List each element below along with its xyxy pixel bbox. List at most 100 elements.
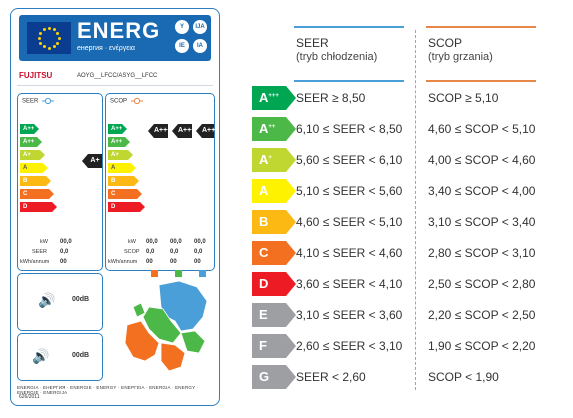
eu-star-icon — [42, 45, 46, 49]
eu-star-icon — [38, 41, 42, 45]
scop-range-cell: 2,50 ≤ SCOP < 2,80 — [428, 277, 536, 291]
energy-class-badge: G — [252, 365, 296, 389]
seer-panel: SEER A+++ A++ A+ A B C D A+ kW 00,0 SEER 0,0 k… — [17, 93, 103, 271]
scop-range-cell: 2,20 ≤ SCOP < 2,50 — [428, 308, 536, 322]
scop-title-text: SCOP — [110, 98, 127, 105]
energ-subtitle: енергия · ενέργεια — [77, 45, 135, 52]
speaker-icon: 🔊 — [32, 348, 50, 364]
energy-class-letter: E — [259, 307, 268, 322]
scop-row-label: kW — [128, 239, 136, 245]
scop-class-bar: B — [108, 176, 139, 186]
scop-range-cell: 1,90 ≤ SCOP < 2,20 — [428, 339, 536, 353]
energy-class-letter: G — [259, 369, 270, 384]
scop-class-bar: A+++ — [108, 124, 127, 134]
energy-class-letter: A — [259, 152, 269, 167]
eu-star-icon — [56, 41, 60, 45]
energy-class-letter: A — [259, 90, 269, 105]
indoor-sound-box: 🔊 00dB — [17, 273, 103, 331]
energy-class-badge: C — [252, 241, 296, 265]
seer-range-cell: 4,10 ≤ SEER < 4,60 — [296, 246, 403, 260]
scop-panel: SCOP A+++ A++ A+ A B C D A+++ A+++ A+++ kW 00,… — [105, 93, 219, 277]
eu-flag-icon — [27, 22, 71, 54]
eu-star-icon — [56, 31, 60, 35]
energy-class-letter: B — [259, 214, 269, 229]
seer-column-header: SEER (tryb chłodzenia) — [296, 36, 377, 64]
scop-range-cell: 3,10 ≤ SCOP < 3,40 — [428, 215, 536, 229]
scop-header-subtitle: (tryb grzania) — [428, 51, 493, 63]
seer-row-value: 00 — [60, 259, 67, 265]
energy-class-badge: E — [252, 303, 296, 327]
energy-class-plus: ++ — [268, 124, 276, 130]
seer-range-cell: SEER < 2,60 — [296, 370, 366, 384]
lang-badge: IJA — [193, 20, 207, 34]
seer-class-bar: B — [20, 176, 51, 186]
seer-range-cell: 2,60 ≤ SEER < 3,10 — [296, 339, 403, 353]
regulation-number: 626/2011 — [19, 394, 40, 400]
eu-star-icon — [47, 46, 51, 50]
scop-class-bar: A+ — [108, 150, 133, 160]
seer-header-title: SEER — [296, 36, 329, 50]
energy-class-badge: D — [252, 272, 296, 296]
energy-class-letter: D — [259, 276, 269, 291]
scop-range-cell: 2,80 ≤ SCOP < 3,10 — [428, 246, 536, 260]
seer-range-cell: 5,10 ≤ SEER < 5,60 — [296, 184, 403, 198]
energy-class-letter: C — [259, 245, 269, 260]
seer-class-bar: D — [20, 202, 57, 212]
seer-class-bar: A+ — [20, 150, 45, 160]
scop-header-rule — [426, 80, 536, 82]
scop-row-value: 00,0 — [170, 239, 182, 245]
energy-class-badge: A — [252, 179, 296, 203]
energy-class-plus: + — [268, 155, 272, 161]
brand-row: FUJITSU AOYG__LFCC/ASYG__LFCC — [17, 69, 213, 86]
lang-badge: IA — [193, 39, 207, 53]
energy-class-badge: A+++ — [252, 86, 296, 110]
seer-class-bar: A++ — [20, 137, 42, 147]
scop-row-value: 00 — [170, 259, 177, 265]
seer-range-cell: 6,10 ≤ SEER < 8,50 — [296, 122, 403, 136]
scop-column-header: SCOP (tryb grzania) — [428, 36, 493, 64]
scop-class-bar: D — [108, 202, 145, 212]
seer-title-text: SEER — [22, 98, 39, 105]
energy-class-letter: A — [259, 183, 269, 198]
lang-badge: Y — [175, 20, 189, 34]
scop-row-value: 0,0 — [194, 249, 203, 255]
seer-range-cell: 5,60 ≤ SEER < 6,10 — [296, 153, 403, 167]
energ-word: ENERG — [77, 18, 161, 43]
scop-range-cell: 4,60 ≤ SCOP < 5,10 — [428, 122, 536, 136]
energy-class-letter: A — [259, 121, 269, 136]
scop-header-title: SCOP — [428, 36, 463, 50]
scop-row-label: SCOP — [124, 249, 140, 255]
eu-star-icon — [42, 27, 46, 31]
eu-star-icon — [37, 36, 41, 40]
seer-row-value: 0,0 — [60, 249, 69, 255]
seer-row-value: 00,0 — [60, 239, 72, 245]
eu-star-icon — [57, 36, 61, 40]
zone-square-warm — [151, 270, 158, 277]
scop-rated-class: A+++ — [196, 124, 219, 138]
zone-square-average — [175, 270, 182, 277]
eu-star-icon — [52, 45, 56, 49]
scop-row-label: kWh/annum — [108, 259, 138, 265]
energy-class-badge: F — [252, 334, 296, 358]
outdoor-sound-level: 00dB — [72, 352, 90, 359]
energy-label-image: ENERG енергия · ενέργεια Y IJA IE IA FUJ… — [10, 8, 220, 406]
model-number: AOYG__LFCC/ASYG__LFCC — [77, 73, 158, 79]
energy-class-badge: A++ — [252, 117, 296, 141]
speaker-icon: 🔊 — [38, 292, 56, 308]
brand-logo: FUJITSU — [19, 71, 53, 80]
seer-class-bar: C — [20, 189, 54, 199]
energy-class-badge: A+ — [252, 148, 296, 172]
eu-header-band: ENERG енергия · ενέργεια Y IJA IE IA — [19, 15, 211, 61]
scop-row-value: 00 — [194, 259, 201, 265]
scop-row-value: 00,0 — [194, 239, 206, 245]
scop-class-bar: A++ — [108, 137, 130, 147]
scop-range-cell: SCOP < 1,90 — [428, 370, 499, 384]
label-footer: ENERGIA · ЕНЕРГИЯ · ENERGIE · ENERGY · Ε… — [17, 385, 199, 395]
seer-header-subtitle: (tryb chłodzenia) — [296, 51, 378, 63]
energy-class-plus: +++ — [268, 93, 279, 99]
seer-row-label: SEER — [32, 249, 47, 255]
fan-cold-icon — [42, 98, 55, 104]
seer-row-label: kWh/annum — [20, 259, 50, 265]
scop-range-cell: 3,40 ≤ SCOP < 4,00 — [428, 184, 536, 198]
seer-header-rule — [294, 26, 404, 28]
